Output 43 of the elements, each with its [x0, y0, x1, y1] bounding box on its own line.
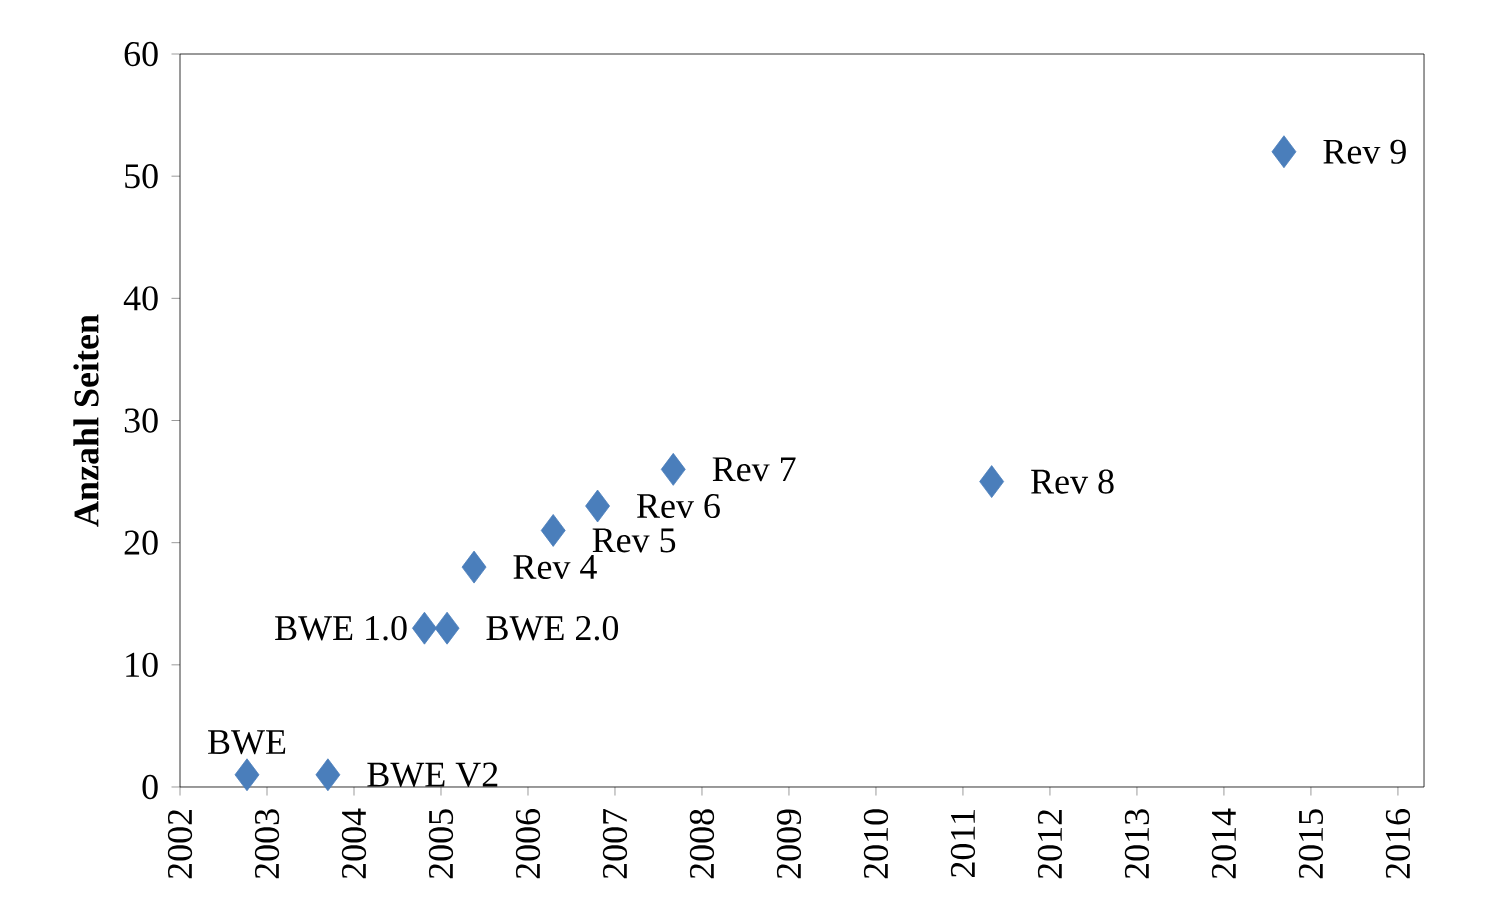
annotation: BWE — [208, 730, 286, 755]
y-axis-title: Anzahl Seiten — [73, 314, 99, 527]
annotation: Rev 7 — [712, 457, 796, 482]
x-tick-label: 2007 — [602, 808, 628, 879]
point — [540, 514, 566, 547]
point — [585, 489, 610, 523]
point — [315, 758, 341, 792]
annotation: Rev 4 — [513, 555, 597, 580]
x-tick-label: 2012 — [1037, 809, 1063, 879]
x-tick-label: 2002 — [167, 809, 193, 879]
point — [461, 550, 487, 584]
annotation: Rev 8 — [1031, 469, 1114, 494]
x-tick-label: 2015 — [1298, 809, 1324, 879]
point — [660, 452, 686, 486]
x-tick-label: 2013 — [1124, 809, 1150, 879]
annotation: BWE V2 — [367, 762, 498, 787]
y-tick-label: 0 — [142, 774, 158, 800]
annotation: Rev 9 — [1323, 139, 1406, 164]
y-tick-label: 60 — [124, 41, 158, 67]
annotation: BWE 2.0 — [486, 615, 619, 641]
x-tick-label: 2011 — [950, 810, 976, 878]
annotation: Rev 6 — [637, 493, 720, 519]
x-tick-label: 2004 — [341, 808, 367, 879]
x-tick-label: 2006 — [515, 809, 541, 879]
x-tick-label: 2005 — [428, 809, 454, 879]
x-tick-label: 2009 — [776, 809, 802, 879]
y-tick-label: 40 — [123, 286, 158, 311]
point — [1271, 135, 1297, 169]
y-tick-label: 10 — [126, 652, 158, 677]
x-tick-label: 2014 — [1211, 808, 1237, 879]
point — [234, 758, 260, 792]
x-tick-label: 2008 — [689, 809, 715, 879]
point — [979, 465, 1005, 498]
y-tick-label: 20 — [124, 530, 158, 555]
y-tick-label: 50 — [125, 164, 158, 189]
x-tick-label: 2010 — [863, 809, 889, 879]
y-tick-label: 30 — [124, 408, 158, 433]
point — [412, 611, 437, 645]
x-tick-label: 2003 — [254, 809, 280, 879]
annotation: Rev 5 — [592, 528, 676, 553]
point — [434, 611, 460, 645]
x-tick-label: 2016 — [1385, 809, 1411, 879]
annotation: BWE 1.0 — [275, 615, 407, 641]
